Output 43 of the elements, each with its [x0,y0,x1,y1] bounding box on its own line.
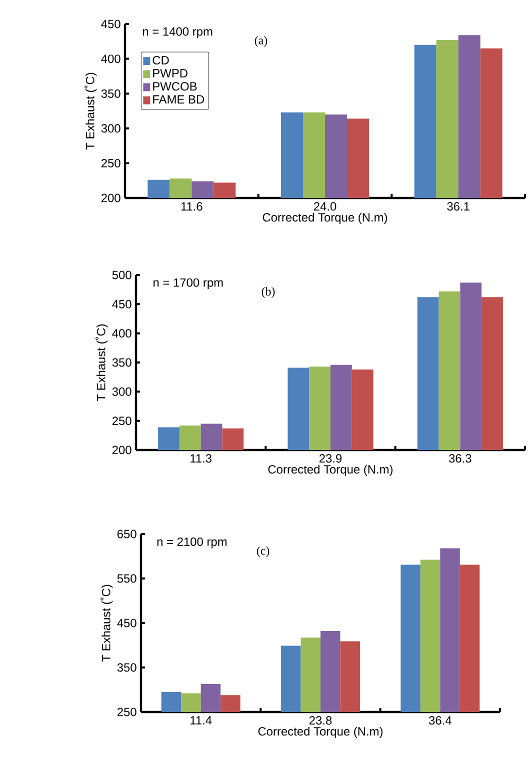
x-tick-label: 11.6 [181,202,202,211]
y-tick-label: 250 [117,708,136,716]
legend-label: PWPD [153,69,188,78]
annotation: (a) [254,36,268,47]
annotation: n = 1700 rpm [154,278,223,290]
y-tick-label: 450 [112,300,132,308]
y-tick-label: 250 [112,416,132,426]
annotation: (c) [256,546,270,558]
y-tick-label: 200 [112,446,132,454]
x-axis-title: Corrected Torque (N.m) [258,726,383,738]
y-tick-label: 500 [112,270,132,280]
y-tick-label: 350 [117,663,136,672]
y-tick-label: 350 [101,89,120,98]
x-tick-label: 23.9 [319,454,342,463]
x-axis-title: Corrected Torque (N.m) [262,212,388,224]
y-axis-title: T Exhaust (˚C) [84,72,97,150]
x-tick-label: 36.1 [447,202,470,211]
y-axis-title: T Exhaust (˚C) [96,324,108,402]
y-tick-label: 450 [117,618,136,628]
x-tick-label: 24.0 [314,202,336,211]
y-tick-label: 400 [101,54,120,64]
y-tick-label: 400 [112,329,132,338]
legend-label: CD [152,56,169,64]
x-axis-title: Corrected Torque (N.m) [268,464,393,476]
y-tick-label: 250 [101,158,120,168]
y-tick-label: 350 [112,358,132,367]
annotation: (b) [262,287,275,298]
y-tick-label: 650 [117,530,136,538]
x-tick-label: 36.3 [448,454,472,463]
x-tick-label: 23.8 [309,716,332,725]
legend-label: FAME BD [153,95,204,104]
annotation: n = 2100 rpm [157,537,227,548]
x-tick-label: 11.4 [190,716,212,724]
y-tick-label: 550 [117,574,136,583]
x-tick-label: 11.3 [190,454,212,463]
y-tick-label: 300 [101,124,120,133]
annotation: n = 1400 rpm [142,27,212,38]
y-tick-label: 200 [101,194,120,202]
x-tick-label: 36.4 [428,716,452,725]
y-tick-label: 450 [101,20,120,28]
legend-label: PWCOB [153,82,197,91]
y-tick-label: 300 [112,387,132,396]
y-axis-title: T Exhaust (˚C) [100,584,113,662]
